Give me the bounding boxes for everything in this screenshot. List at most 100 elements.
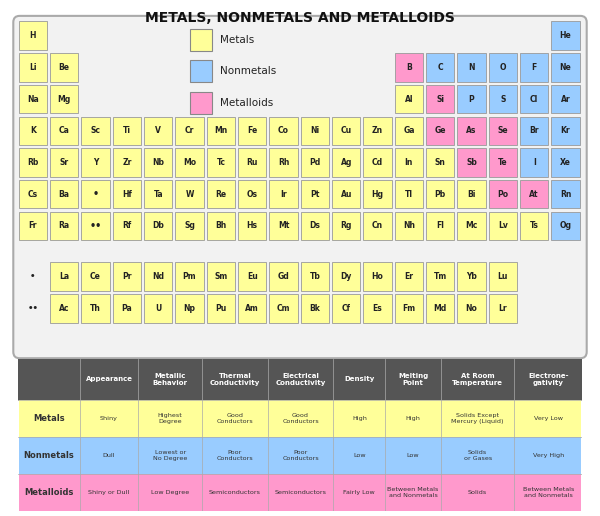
- Text: W: W: [185, 190, 194, 199]
- Text: Solids: Solids: [468, 490, 487, 495]
- Text: Rb: Rb: [27, 158, 38, 167]
- Text: Ag: Ag: [341, 158, 352, 167]
- FancyBboxPatch shape: [13, 16, 587, 358]
- Bar: [269, 262, 298, 291]
- Bar: [364, 148, 392, 177]
- Bar: [332, 117, 361, 145]
- Text: Co: Co: [278, 126, 289, 135]
- Bar: [457, 180, 485, 208]
- Bar: [50, 262, 79, 291]
- Bar: [190, 28, 212, 51]
- Bar: [395, 53, 423, 82]
- Bar: [175, 262, 203, 291]
- Text: Fe: Fe: [247, 126, 257, 135]
- Text: Mn: Mn: [214, 126, 227, 135]
- Text: In: In: [404, 158, 413, 167]
- Text: Poor
Conductors: Poor Conductors: [282, 450, 319, 461]
- Bar: [50, 117, 79, 145]
- Text: Be: Be: [59, 63, 70, 72]
- Bar: [457, 117, 485, 145]
- Bar: [395, 85, 423, 114]
- Bar: [19, 85, 47, 114]
- Text: Mt: Mt: [278, 221, 289, 230]
- Bar: [395, 262, 423, 291]
- Text: Ho: Ho: [371, 272, 383, 281]
- Text: Density: Density: [344, 376, 374, 382]
- Text: Np: Np: [184, 304, 196, 313]
- Text: Ne: Ne: [560, 63, 571, 72]
- Bar: [520, 148, 548, 177]
- Text: Highest
Degree: Highest Degree: [158, 413, 182, 424]
- Text: Shiny or Dull: Shiny or Dull: [88, 490, 130, 495]
- Bar: [207, 294, 235, 322]
- Text: Poor
Conductors: Poor Conductors: [217, 450, 253, 461]
- Text: He: He: [560, 31, 571, 40]
- Bar: [269, 180, 298, 208]
- Bar: [19, 180, 47, 208]
- Text: Am: Am: [245, 304, 259, 313]
- Bar: [489, 85, 517, 114]
- Text: Se: Se: [497, 126, 508, 135]
- Text: Hg: Hg: [371, 190, 383, 199]
- Bar: [269, 212, 298, 240]
- Text: Cs: Cs: [28, 190, 38, 199]
- Text: Nb: Nb: [152, 158, 164, 167]
- Bar: [301, 262, 329, 291]
- Text: Li: Li: [29, 63, 37, 72]
- Text: Ta: Ta: [154, 190, 163, 199]
- Text: Na: Na: [27, 94, 39, 104]
- Text: S: S: [500, 94, 506, 104]
- Text: Ds: Ds: [310, 221, 320, 230]
- Bar: [551, 212, 580, 240]
- Bar: [426, 212, 454, 240]
- Bar: [489, 180, 517, 208]
- Text: Solids
or Gases: Solids or Gases: [464, 450, 492, 461]
- Bar: [175, 148, 203, 177]
- Text: Ar: Ar: [561, 94, 571, 104]
- Text: Fl: Fl: [436, 221, 444, 230]
- Text: Lr: Lr: [499, 304, 507, 313]
- Text: Metals: Metals: [33, 414, 65, 423]
- Text: Nonmetals: Nonmetals: [220, 67, 277, 76]
- Text: Ru: Ru: [247, 158, 258, 167]
- Bar: [82, 180, 110, 208]
- Text: Xe: Xe: [560, 158, 571, 167]
- Bar: [551, 148, 580, 177]
- Bar: [426, 294, 454, 322]
- Text: Metalloids: Metalloids: [24, 488, 74, 497]
- Bar: [301, 294, 329, 322]
- Text: Kr: Kr: [561, 126, 571, 135]
- Bar: [144, 180, 172, 208]
- Text: F: F: [532, 63, 537, 72]
- Text: Cr: Cr: [185, 126, 194, 135]
- Bar: [520, 53, 548, 82]
- Text: Th: Th: [90, 304, 101, 313]
- Text: Low: Low: [353, 453, 365, 458]
- Bar: [207, 262, 235, 291]
- Bar: [144, 262, 172, 291]
- Text: Ni: Ni: [310, 126, 319, 135]
- Bar: [269, 148, 298, 177]
- Bar: [82, 294, 110, 322]
- Bar: [207, 212, 235, 240]
- Text: B: B: [406, 63, 412, 72]
- Text: Si: Si: [436, 94, 444, 104]
- Text: No: No: [466, 304, 478, 313]
- Bar: [395, 294, 423, 322]
- Text: Yb: Yb: [466, 272, 477, 281]
- Bar: [113, 148, 141, 177]
- Bar: [113, 117, 141, 145]
- Text: Al: Al: [404, 94, 413, 104]
- Bar: [82, 262, 110, 291]
- Text: Metallic
Behavior: Metallic Behavior: [152, 373, 188, 385]
- Bar: [82, 148, 110, 177]
- Bar: [19, 474, 581, 511]
- Bar: [175, 180, 203, 208]
- Text: Fairly Low: Fairly Low: [343, 490, 375, 495]
- Text: Mg: Mg: [58, 94, 71, 104]
- Text: Md: Md: [434, 304, 447, 313]
- Bar: [395, 117, 423, 145]
- Text: I: I: [533, 158, 536, 167]
- Bar: [113, 262, 141, 291]
- Bar: [144, 294, 172, 322]
